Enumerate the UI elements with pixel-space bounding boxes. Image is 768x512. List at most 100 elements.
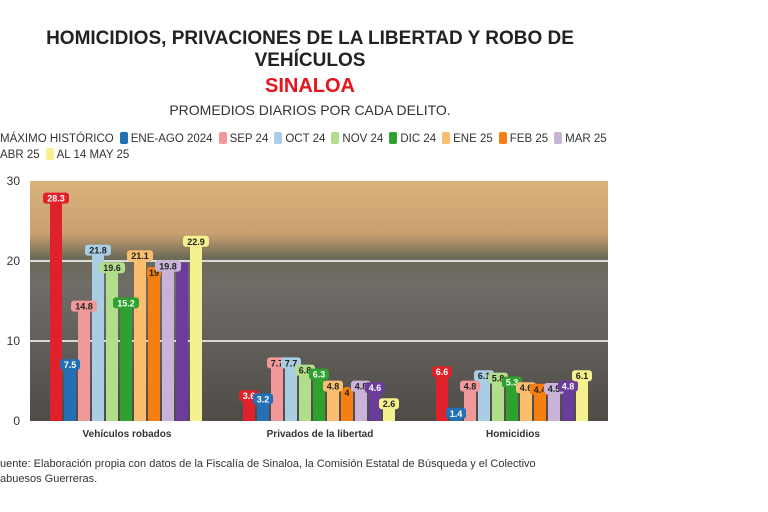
data-label: 4.4 xyxy=(534,385,547,395)
bar xyxy=(50,194,62,421)
data-label-bg xyxy=(558,380,578,392)
data-label-bg xyxy=(60,359,80,370)
bar xyxy=(369,384,381,421)
bar xyxy=(576,372,588,421)
data-label: 4.8 xyxy=(355,382,368,392)
legend-label: ENE 25 xyxy=(453,133,493,145)
legend-item: SEP 24 xyxy=(218,132,268,145)
source-line-1: uente: Elaboración propia con datos de l… xyxy=(0,458,536,470)
legend-label: AL 14 MAY 25 xyxy=(56,149,130,161)
legend-label: MÁXIMO HISTÓRICO xyxy=(0,133,114,145)
bar xyxy=(464,382,476,421)
legend-item: OCT 24 xyxy=(274,132,325,145)
data-label-bg xyxy=(572,370,592,382)
legend-swatch xyxy=(389,132,398,144)
data-label: 6.1 xyxy=(478,371,491,381)
data-label-bg xyxy=(323,380,343,392)
data-label: 4.6 xyxy=(369,383,382,393)
legend-label: ENE-AGO 2024 xyxy=(130,133,213,145)
bar xyxy=(78,302,90,421)
data-label-bg xyxy=(127,250,153,262)
data-label: 21.8 xyxy=(89,246,107,256)
data-label: 21.1 xyxy=(131,251,149,261)
legend-item: MÁXIMO HISTÓRICO xyxy=(0,133,114,145)
data-label-bg xyxy=(71,300,97,312)
bar xyxy=(299,366,311,421)
data-label-bg xyxy=(446,407,466,419)
bar xyxy=(134,252,146,421)
data-label: 4.8 xyxy=(464,382,477,392)
data-label: 19 xyxy=(149,268,159,278)
legend-swatch xyxy=(274,132,283,144)
legend-swatch xyxy=(218,132,227,144)
bar xyxy=(148,269,160,421)
legend-row-2: ABR 25 AL 14 MAY 25 xyxy=(0,148,135,161)
legend-item: MAR 25 xyxy=(554,132,607,145)
chart-subtitle: PROMEDIOS DIARIOS POR CADA DELITO. xyxy=(169,102,451,118)
data-label: 7.7 xyxy=(271,358,284,368)
data-label-bg xyxy=(155,260,181,272)
data-label: 6.3 xyxy=(313,370,326,380)
bar xyxy=(313,370,325,421)
bar xyxy=(520,384,532,421)
source-note: uente: Elaboración propia con datos de l… xyxy=(0,457,536,487)
data-label-bg xyxy=(343,387,351,398)
bar xyxy=(478,372,490,421)
data-label-bg xyxy=(379,398,399,410)
bar xyxy=(92,246,104,421)
legend-swatch xyxy=(498,132,507,144)
legend-swatch xyxy=(554,132,563,144)
bar xyxy=(190,237,202,421)
y-tick-label: 0 xyxy=(13,414,20,428)
data-label: 6.6 xyxy=(436,367,449,377)
legend-item: NOV 24 xyxy=(331,132,383,145)
data-label: 3.2 xyxy=(257,394,270,404)
legend: MÁXIMO HISTÓRICO ENE-AGO 2024 SEP 24 OCT 24… xyxy=(0,132,613,145)
data-label-bg xyxy=(309,368,329,380)
y-tick-label: 10 xyxy=(7,334,21,348)
x-category-label: Homicidios xyxy=(486,429,540,440)
legend-swatch xyxy=(442,132,451,144)
y-tick-label: 20 xyxy=(7,254,21,268)
bar xyxy=(162,262,174,421)
legend-swatch xyxy=(331,132,340,144)
x-category-label: Privados de la libertad xyxy=(267,429,374,440)
legend-swatch xyxy=(45,148,54,160)
bar xyxy=(120,299,132,421)
chart-title: HOMICIDIOS, PRIVACIONES DE LA LIBERTAD Y… xyxy=(46,28,574,71)
data-label: 6.8 xyxy=(299,366,312,376)
data-label-bg xyxy=(253,393,273,405)
bar xyxy=(327,382,339,421)
data-label-bg xyxy=(85,244,111,256)
legend-swatch xyxy=(119,132,128,144)
legend-label: ABR 25 xyxy=(0,149,40,161)
source-line-2: abuesos Guerreras. xyxy=(0,473,98,485)
data-label: 4.8 xyxy=(562,382,575,392)
bar xyxy=(562,382,574,421)
data-label: 1.4 xyxy=(450,409,463,419)
legend-item: ABR 25 xyxy=(0,149,40,161)
data-label: 22.9 xyxy=(187,237,205,247)
legend-label: MAR 25 xyxy=(565,133,607,145)
data-label: 14.8 xyxy=(75,302,93,312)
data-label: 19.6 xyxy=(103,263,121,273)
data-label-bg xyxy=(99,262,125,274)
data-label: 4.5 xyxy=(548,384,561,394)
bar xyxy=(436,368,448,421)
legend-item: AL 14 MAY 25 xyxy=(45,148,130,161)
data-label: 4 xyxy=(344,388,349,398)
legend-item: ENE-AGO 2024 xyxy=(119,132,213,145)
data-label-bg xyxy=(432,366,452,378)
bar xyxy=(492,374,504,421)
bar xyxy=(506,378,518,421)
data-label: 5.8 xyxy=(492,374,505,384)
x-category-label: Vehículos robados xyxy=(83,429,172,440)
data-label: 3.6 xyxy=(243,391,256,401)
data-label-bg xyxy=(183,235,209,247)
legend-item: DIC 24 xyxy=(389,132,436,145)
legend-item: ENE 25 xyxy=(442,132,493,145)
data-label: 6.1 xyxy=(576,371,589,381)
data-label: 2.6 xyxy=(383,399,396,409)
data-label-bg xyxy=(365,382,385,394)
